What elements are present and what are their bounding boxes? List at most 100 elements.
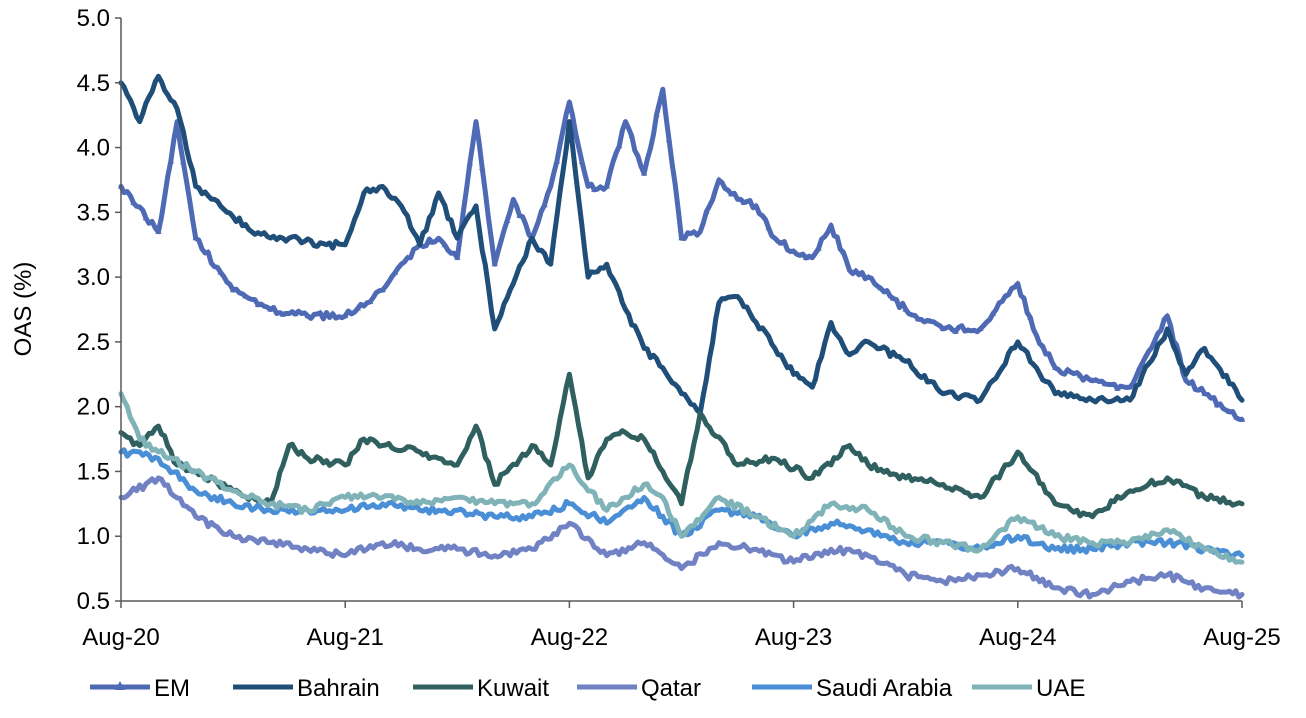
series-marker-em: [454, 254, 461, 260]
x-tick-label: Aug-24: [979, 624, 1056, 651]
series-marker-em: [964, 326, 972, 333]
series-marker-em: [765, 224, 772, 231]
legend: EM Bahrain Kuwait Qatar Saudi Arabia UAE: [90, 675, 1085, 702]
series-marker-em: [1151, 337, 1158, 343]
series-marker-em: [578, 158, 586, 164]
series-marker-em: [205, 248, 212, 255]
series-marker-em: [292, 310, 299, 317]
series-marker-em: [1114, 385, 1121, 391]
series-line-kuwait: [118, 371, 1245, 520]
series-marker-em: [167, 157, 174, 164]
series-marker-em: [304, 312, 311, 319]
series-marker-em: [192, 234, 199, 241]
series-marker-em: [977, 325, 984, 331]
series-marker-em: [939, 325, 947, 331]
series-marker-em: [1064, 366, 1071, 372]
series-marker-em: [366, 298, 374, 304]
series-line-bahrain: [118, 73, 1245, 416]
series-marker-em: [1213, 401, 1221, 408]
series-marker-em: [217, 268, 224, 275]
series-marker-em: [466, 160, 473, 166]
y-tick-label: 4.0: [77, 135, 110, 162]
series-line-em: [118, 86, 1245, 423]
series-marker-em: [616, 142, 623, 149]
series-line-uae: [118, 391, 1245, 565]
series-marker-em: [391, 269, 399, 275]
series-marker-em: [740, 199, 747, 205]
series-marker-em: [429, 238, 436, 245]
series-marker-em: [890, 295, 897, 301]
series-marker-em: [1027, 314, 1034, 320]
x-tick-label: Aug-22: [531, 624, 608, 651]
series-marker-em: [915, 315, 922, 322]
series-marker-em: [852, 267, 860, 273]
y-tick-label: 1.0: [77, 523, 110, 550]
y-tick-label: 4.5: [77, 70, 110, 97]
legend-label: Qatar: [641, 675, 701, 702]
series-marker-em: [229, 286, 237, 293]
series-marker-em: [678, 234, 685, 241]
series-marker-em: [790, 247, 797, 254]
series-marker-em: [1126, 383, 1134, 390]
series-marker-em: [329, 310, 336, 316]
series-marker-em: [491, 260, 498, 267]
series-marker-em: [479, 164, 486, 171]
series-marker-em: [665, 136, 673, 142]
series-marker-em: [1164, 312, 1171, 319]
series-marker-em: [354, 305, 361, 311]
series-marker-em: [379, 286, 386, 293]
series-marker-em: [441, 241, 448, 248]
series-marker-em: [715, 176, 723, 182]
series-marker-em: [653, 111, 660, 117]
y-axis-title: OAS (%): [10, 262, 37, 357]
series-marker-em: [827, 221, 835, 228]
series-marker-em: [690, 228, 698, 234]
series-marker-em: [640, 170, 648, 176]
series-marker-em: [815, 245, 822, 251]
y-tick-label: 3.5: [77, 199, 110, 226]
series-marker-em: [865, 273, 872, 280]
series-marker-em: [317, 309, 324, 315]
series-marker-em: [254, 301, 262, 307]
series-marker-em: [628, 132, 635, 138]
series-marker-em: [1238, 416, 1246, 422]
series-marker-em: [927, 317, 934, 324]
series-marker-em: [1014, 280, 1021, 286]
series-marker-em: [1226, 408, 1233, 414]
series-layer: [117, 73, 1246, 600]
series-marker-em: [267, 306, 274, 312]
legend-label: UAE: [1036, 675, 1085, 702]
axes-layer: 0.5 1.0 1.5 2.0 2.5 3.0 3.5 4.0 4.5 5.0 Aug-20 Aug-…: [77, 5, 1281, 651]
series-marker-em: [516, 212, 523, 218]
series-marker-em: [591, 186, 598, 192]
x-tick-label: Aug-25: [1203, 624, 1280, 651]
legend-marker: [115, 681, 125, 690]
series-line-qatar: [118, 475, 1245, 600]
legend-label: EM: [154, 675, 190, 702]
series-marker-em: [404, 254, 411, 260]
legend-label: Bahrain: [297, 675, 380, 702]
y-tick-label: 1.5: [77, 458, 110, 485]
series-marker-em: [1139, 359, 1146, 366]
series-marker-em: [242, 292, 249, 299]
y-tick-label: 2.5: [77, 329, 110, 356]
series-marker-em: [1002, 292, 1009, 299]
series-marker-em: [553, 157, 561, 164]
series-marker-em: [142, 214, 150, 221]
series-marker-em: [703, 208, 710, 214]
series-marker-em: [753, 202, 760, 208]
series-marker-em: [342, 312, 349, 319]
series-marker-em: [728, 190, 735, 197]
series-marker-em: [802, 254, 810, 260]
y-tick-label: 2.0: [77, 394, 110, 421]
series-marker-em: [1188, 378, 1196, 384]
series-marker-em: [1101, 380, 1109, 387]
y-tick-label: 0.5: [77, 588, 110, 615]
series-marker-em: [1051, 364, 1059, 370]
series-marker-em: [840, 248, 847, 255]
series-marker-em: [566, 98, 573, 105]
series-marker-em: [503, 217, 511, 223]
x-tick-label: Aug-20: [82, 624, 159, 651]
series-marker-em: [180, 158, 187, 165]
